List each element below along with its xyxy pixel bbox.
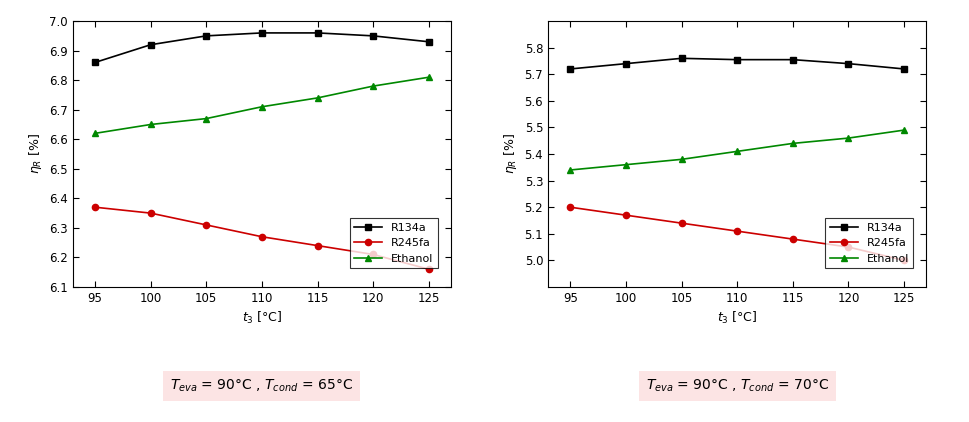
X-axis label: $t_3$ [°C]: $t_3$ [°C] (716, 310, 757, 327)
R245fa (422, 267, 434, 272)
Y-axis label: $\eta_R$ [%]: $\eta_R$ [%] (26, 134, 44, 174)
Line: R245fa: R245fa (567, 204, 906, 263)
Line: R134a: R134a (92, 30, 431, 65)
Line: Ethanol: Ethanol (567, 127, 906, 173)
Ethanol (89, 131, 101, 136)
Ethanol (675, 157, 687, 162)
Ethanol (256, 104, 267, 109)
Ethanol (897, 127, 909, 133)
R134a (311, 30, 323, 35)
Ethanol (786, 141, 797, 146)
R134a (89, 60, 101, 65)
Legend: R134a, R245fa, Ethanol: R134a, R245fa, Ethanol (350, 218, 437, 268)
R245fa (619, 213, 631, 218)
Ethanol (564, 168, 576, 173)
Line: R245fa: R245fa (92, 204, 431, 272)
R134a (786, 57, 797, 62)
R245fa (897, 258, 909, 263)
Ethanol (731, 149, 742, 154)
Ethanol (619, 162, 631, 167)
R245fa (201, 222, 212, 227)
R245fa (786, 237, 797, 242)
Text: $T_{eva}$ = 90°C , $T_{cond}$ = 65°C: $T_{eva}$ = 90°C , $T_{cond}$ = 65°C (171, 378, 353, 394)
Ethanol (311, 95, 323, 100)
R134a (201, 33, 212, 38)
R134a (564, 66, 576, 71)
R245fa (675, 221, 687, 226)
R134a (897, 66, 909, 71)
R245fa (89, 205, 101, 210)
Legend: R134a, R245fa, Ethanol: R134a, R245fa, Ethanol (825, 218, 912, 268)
Line: R134a: R134a (567, 55, 906, 72)
Line: Ethanol: Ethanol (92, 74, 431, 136)
R134a (842, 61, 854, 66)
R245fa (256, 234, 267, 239)
R245fa (144, 211, 156, 216)
Text: $T_{eva}$ = 90°C , $T_{cond}$ = 70°C: $T_{eva}$ = 90°C , $T_{cond}$ = 70°C (645, 378, 828, 394)
R134a (422, 39, 434, 44)
Ethanol (201, 116, 212, 121)
R134a (144, 42, 156, 47)
Y-axis label: $\eta_R$ [%]: $\eta_R$ [%] (502, 134, 518, 174)
R134a (675, 56, 687, 61)
R245fa (367, 252, 379, 257)
Ethanol (842, 135, 854, 141)
Ethanol (144, 122, 156, 127)
R245fa (731, 229, 742, 234)
X-axis label: $t_3$ [°C]: $t_3$ [°C] (241, 310, 282, 327)
R134a (367, 33, 379, 38)
R245fa (564, 205, 576, 210)
Ethanol (367, 84, 379, 89)
R134a (256, 30, 267, 35)
R134a (619, 61, 631, 66)
Ethanol (422, 75, 434, 80)
R134a (731, 57, 742, 62)
R245fa (311, 243, 323, 248)
R245fa (842, 245, 854, 250)
